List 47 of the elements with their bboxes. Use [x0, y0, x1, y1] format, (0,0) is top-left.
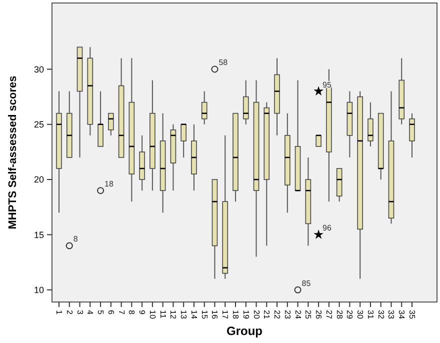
x-tick-label: 27	[324, 310, 334, 320]
x-tick-label: 8	[127, 310, 136, 315]
x-tick-label: 7	[116, 310, 126, 315]
x-tick-label: 5	[96, 310, 106, 315]
x-tick-label: 13	[179, 310, 188, 320]
x-tick-label: 1	[54, 310, 64, 315]
x-tick-label: 35	[408, 310, 416, 320]
x-tick-label: 14	[189, 310, 198, 320]
x-tick-label: 18	[231, 310, 240, 320]
x-tick-label: 19	[241, 310, 250, 320]
x-tick-label: 16	[210, 310, 220, 320]
x-tick-label: 9	[138, 310, 147, 315]
x-tick-label: 11	[158, 310, 168, 319]
y-tick-label: 25	[34, 120, 44, 130]
x-tick-label: 3	[75, 310, 84, 315]
y-axis-title: MHPTS Self-assessed scores	[7, 76, 19, 230]
x-tick-label: 24	[293, 310, 302, 320]
x-tick-label: 22	[272, 310, 282, 320]
x-tick-label: 15	[200, 310, 209, 320]
y-tick-label: 20	[34, 174, 44, 185]
x-tick-label: 23	[282, 310, 292, 320]
annotation: 8	[73, 234, 78, 244]
annotation: 85	[302, 278, 312, 288]
annotation: 58	[218, 58, 228, 68]
x-tick-label: 32	[376, 310, 386, 320]
x-tick-label: 17	[220, 310, 230, 320]
annotation: 96	[322, 224, 332, 233]
x-tick-label: 2	[64, 310, 74, 315]
x-axis-title: Group	[226, 324, 262, 338]
y-tick-label: 10	[34, 285, 44, 296]
y-tick-label: 15	[34, 230, 44, 240]
x-tick-label: 25	[304, 310, 313, 320]
x-tick-label: 20	[252, 310, 261, 320]
x-tick-label: 10	[148, 310, 157, 320]
annotation: 18	[104, 180, 114, 189]
x-tick-label: 28	[334, 310, 344, 320]
x-tick-label: 4	[86, 310, 95, 315]
y-tick-label: 30	[34, 64, 44, 74]
x-tick-label: 26	[314, 310, 324, 320]
x-tick-label: 21	[262, 310, 272, 320]
x-tick-label: 6	[106, 310, 116, 315]
x-tick-label: 29	[345, 310, 354, 320]
x-tick-label: 12	[168, 310, 178, 320]
x-tick-label: 34	[397, 310, 406, 320]
x-tick-label: 33	[386, 310, 396, 320]
x-tick-label: 30	[356, 310, 365, 320]
x-tick-label: 31	[366, 310, 375, 320]
